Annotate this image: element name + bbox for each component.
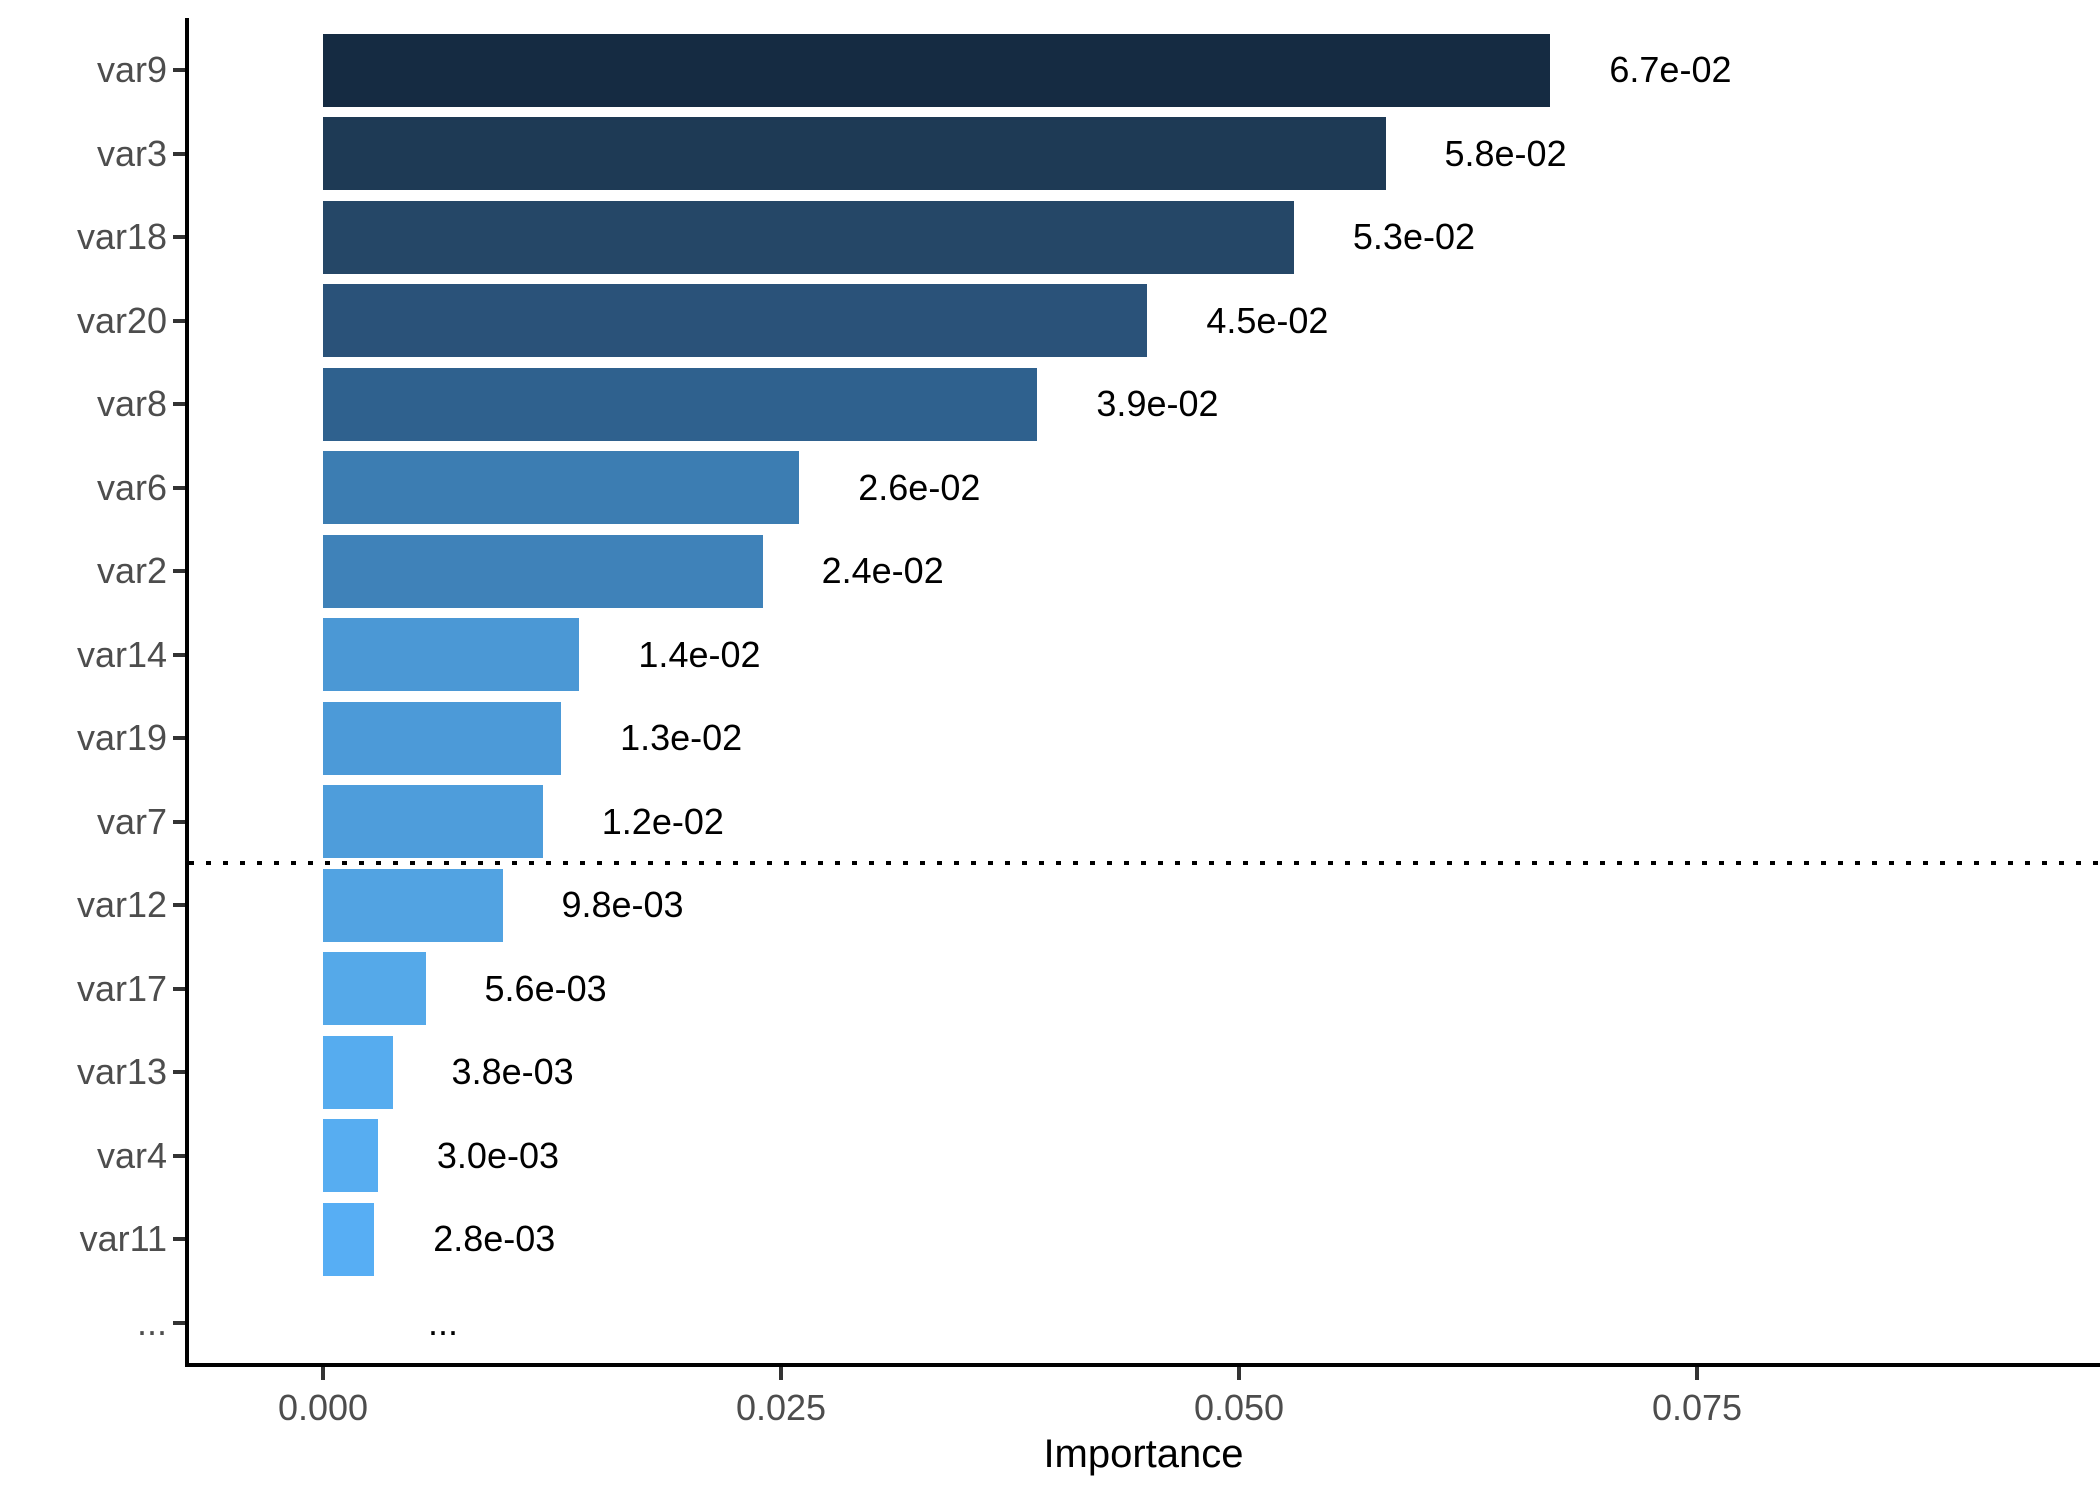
y-axis-tick xyxy=(173,1237,185,1241)
bar-value-label: 5.6e-03 xyxy=(484,967,607,1009)
bar-value-label: 5.3e-02 xyxy=(1352,216,1476,257)
bar-value-label: 4.5e-02 xyxy=(1206,299,1329,341)
bar-value-label: 9.8e-03 xyxy=(561,884,684,925)
bar-var7 xyxy=(323,785,543,858)
y-axis-tick xyxy=(173,318,185,323)
y-axis-label-var7: var7 xyxy=(96,800,167,842)
y-axis-label-var18: var18 xyxy=(76,216,167,257)
bar-value-label: 3.8e-03 xyxy=(451,1051,574,1092)
x-axis-tick xyxy=(779,1367,783,1380)
bar-var11 xyxy=(323,1202,374,1276)
y-axis-tick xyxy=(173,235,185,239)
bar-var18 xyxy=(323,200,1294,274)
x-axis-tick-label: 0.075 xyxy=(1651,1387,1743,1428)
bar-value-label: 1.2e-02 xyxy=(601,800,724,842)
y-axis-line xyxy=(185,18,189,1367)
bar-value-label: 1.3e-02 xyxy=(620,717,743,758)
bar-value-label: 2.6e-02 xyxy=(858,466,981,508)
bar-var19 xyxy=(323,701,561,775)
y-axis-tick xyxy=(173,151,185,156)
x-axis-line xyxy=(185,1363,2100,1367)
y-axis-label-var12: var12 xyxy=(76,884,167,925)
x-axis-tick-label: 0.025 xyxy=(735,1387,827,1428)
bar-value-label: 2.8e-03 xyxy=(433,1218,556,1259)
importance-cutoff-dotted-line xyxy=(189,861,2100,865)
bar-var9 xyxy=(323,33,1550,107)
bar-value-label: 5.8e-02 xyxy=(1444,132,1567,174)
y-axis-tick xyxy=(173,1153,185,1158)
y-axis-tick xyxy=(173,1070,185,1074)
bar-var20 xyxy=(323,284,1147,357)
y-axis-tick xyxy=(173,402,185,406)
y-axis-label-var4: var4 xyxy=(96,1134,167,1176)
bar-value-label: 3.0e-03 xyxy=(436,1134,560,1176)
y-axis-label-var8: var8 xyxy=(96,383,167,424)
y-axis-label-var14: var14 xyxy=(76,633,167,675)
bar-var12 xyxy=(323,868,503,942)
bar-var3 xyxy=(323,117,1386,190)
x-axis-tick-label: 0.050 xyxy=(1193,1387,1285,1428)
bar-value-label: ... xyxy=(427,1301,459,1343)
bar-var17 xyxy=(323,952,426,1025)
y-axis-label-var19: var19 xyxy=(76,717,167,758)
y-axis-label-var3: var3 xyxy=(96,132,167,174)
y-axis-tick xyxy=(173,68,185,72)
x-axis-tick xyxy=(1695,1367,1699,1380)
bar-value-label: 3.9e-02 xyxy=(1096,383,1219,424)
bar-var2 xyxy=(323,534,763,608)
bar-var13 xyxy=(323,1035,393,1109)
bar-value-label: 1.4e-02 xyxy=(638,633,761,675)
x-axis-tick xyxy=(1237,1367,1241,1380)
y-axis-tick xyxy=(173,903,185,907)
bar-var6 xyxy=(323,451,799,524)
y-axis-label-var2: var2 xyxy=(96,550,167,591)
x-axis-tick xyxy=(321,1367,325,1380)
y-axis-label-var11: var11 xyxy=(79,1218,167,1259)
y-axis-label-var9: var9 xyxy=(96,49,167,90)
y-axis-tick xyxy=(173,652,185,657)
bar-var8 xyxy=(323,367,1037,441)
bar-value-label: 2.4e-02 xyxy=(821,550,944,591)
y-axis-label-var6: var6 xyxy=(96,466,167,508)
y-axis-label-var13: var13 xyxy=(76,1051,167,1092)
y-axis-tick xyxy=(173,819,185,824)
y-axis-label-dotdotdot: ... xyxy=(136,1301,167,1343)
bar-value-label: 6.7e-02 xyxy=(1609,49,1732,90)
y-axis-label-var20: var20 xyxy=(76,299,167,341)
y-axis-tick xyxy=(173,736,185,740)
y-axis-tick xyxy=(173,569,185,573)
y-axis-tick xyxy=(173,1320,185,1325)
y-axis-tick xyxy=(173,986,185,991)
x-axis-title: Importance xyxy=(1043,1432,1244,1476)
y-axis-label-var17: var17 xyxy=(76,967,167,1009)
bar-var14 xyxy=(323,618,579,691)
x-axis-tick-label: 0.000 xyxy=(277,1387,369,1428)
y-axis-tick xyxy=(173,485,185,490)
bar-var4 xyxy=(323,1119,378,1192)
